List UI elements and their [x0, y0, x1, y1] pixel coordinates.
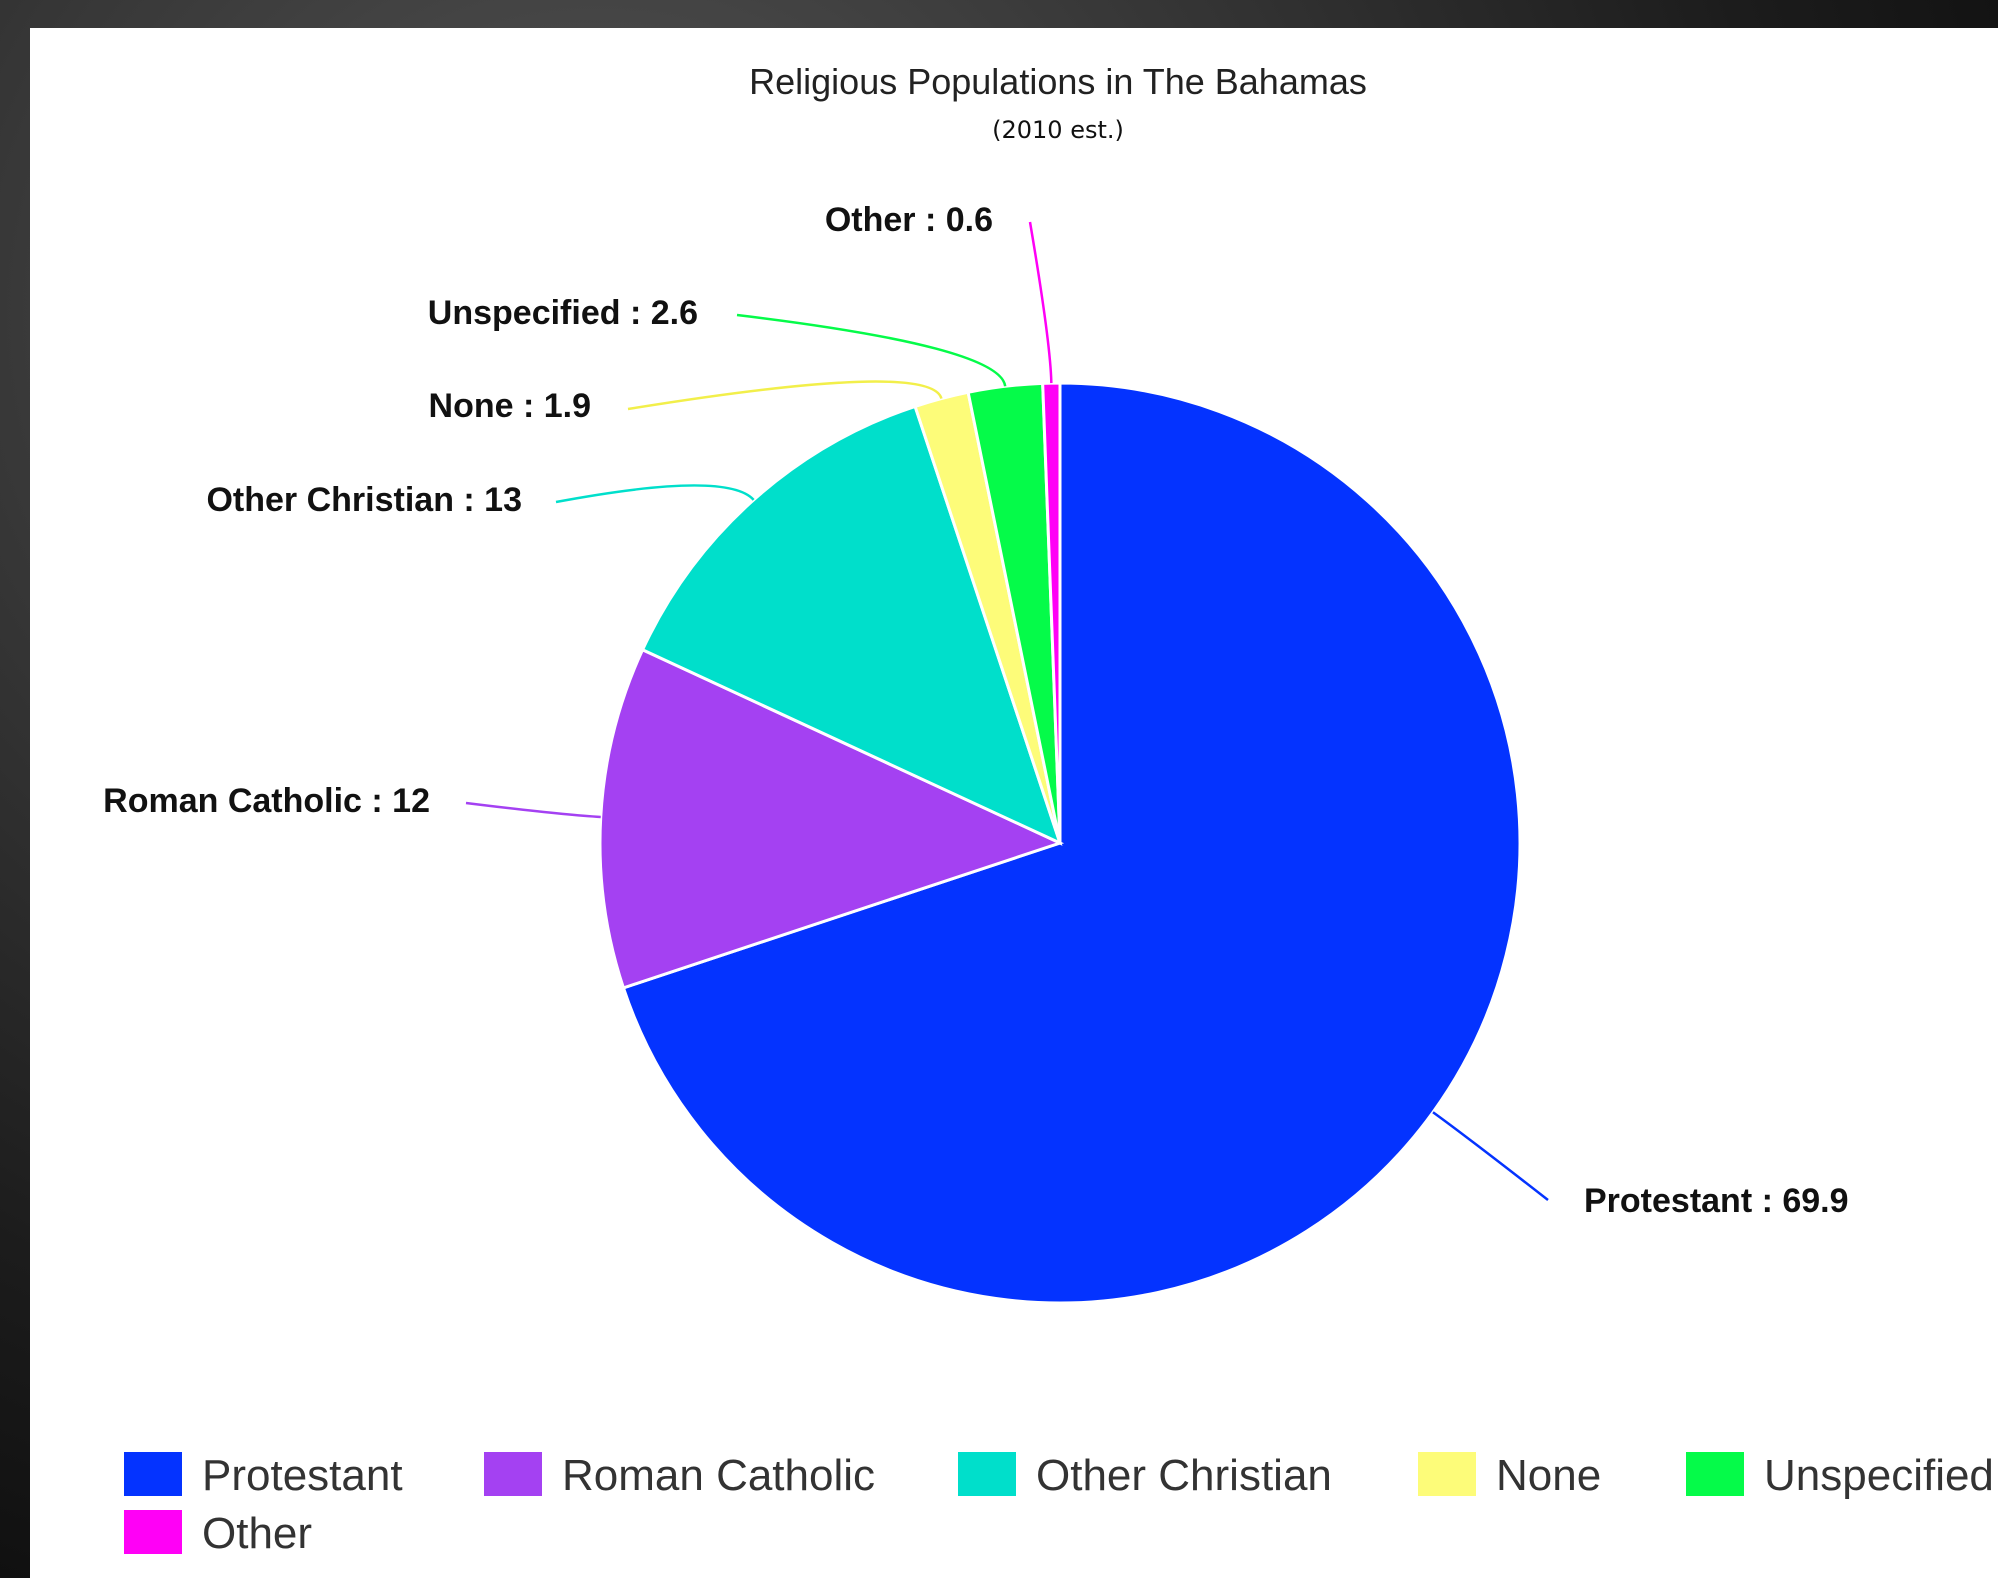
pie-slice-other-christian: [640, 404, 1063, 846]
data-label-none: None : 1.9: [429, 387, 591, 425]
leader-line-other-christian: [555, 484, 755, 504]
legend-label-roman-catholic: Roman Catholic: [562, 1451, 875, 1500]
legend-label-other-christian: Other Christian: [1036, 1451, 1332, 1500]
leader-line-none: [627, 380, 943, 411]
legend-swatch-unspecified: [1686, 1452, 1744, 1496]
data-label-protestant: Protestant : 69.9: [1584, 1182, 1849, 1220]
legend-label-none: None: [1496, 1451, 1601, 1500]
legend-swatch-protestant: [124, 1452, 182, 1496]
leader-line-protestant: [1432, 1111, 1549, 1201]
chart-subtitle: (2010 est.): [992, 116, 1124, 144]
pie-slice-other: [1041, 381, 1062, 844]
leader-line-other: [1028, 221, 1053, 384]
legend-swatch-none: [1418, 1452, 1476, 1496]
legend-swatch-other: [124, 1510, 182, 1554]
legend-label-other: Other: [202, 1509, 312, 1558]
legend-label-unspecified: Unspecified: [1764, 1451, 1994, 1500]
data-label-other-christian: Other Christian : 13: [206, 481, 522, 519]
data-label-unspecified: Unspecified : 2.6: [428, 294, 698, 332]
legend-swatch-roman-catholic: [484, 1452, 542, 1496]
data-label-other: Other : 0.6: [825, 201, 993, 239]
pie-slice-roman-catholic: [598, 647, 1065, 990]
leader-line-unspecified: [736, 313, 1007, 387]
chart-title: Religious Populations in The Bahamas: [749, 61, 1367, 102]
legend-label-protestant: Protestant: [202, 1451, 403, 1500]
leader-line-roman-catholic: [465, 801, 601, 819]
data-label-roman-catholic: Roman Catholic : 12: [103, 782, 430, 820]
legend-swatch-other-christian: [958, 1452, 1016, 1496]
